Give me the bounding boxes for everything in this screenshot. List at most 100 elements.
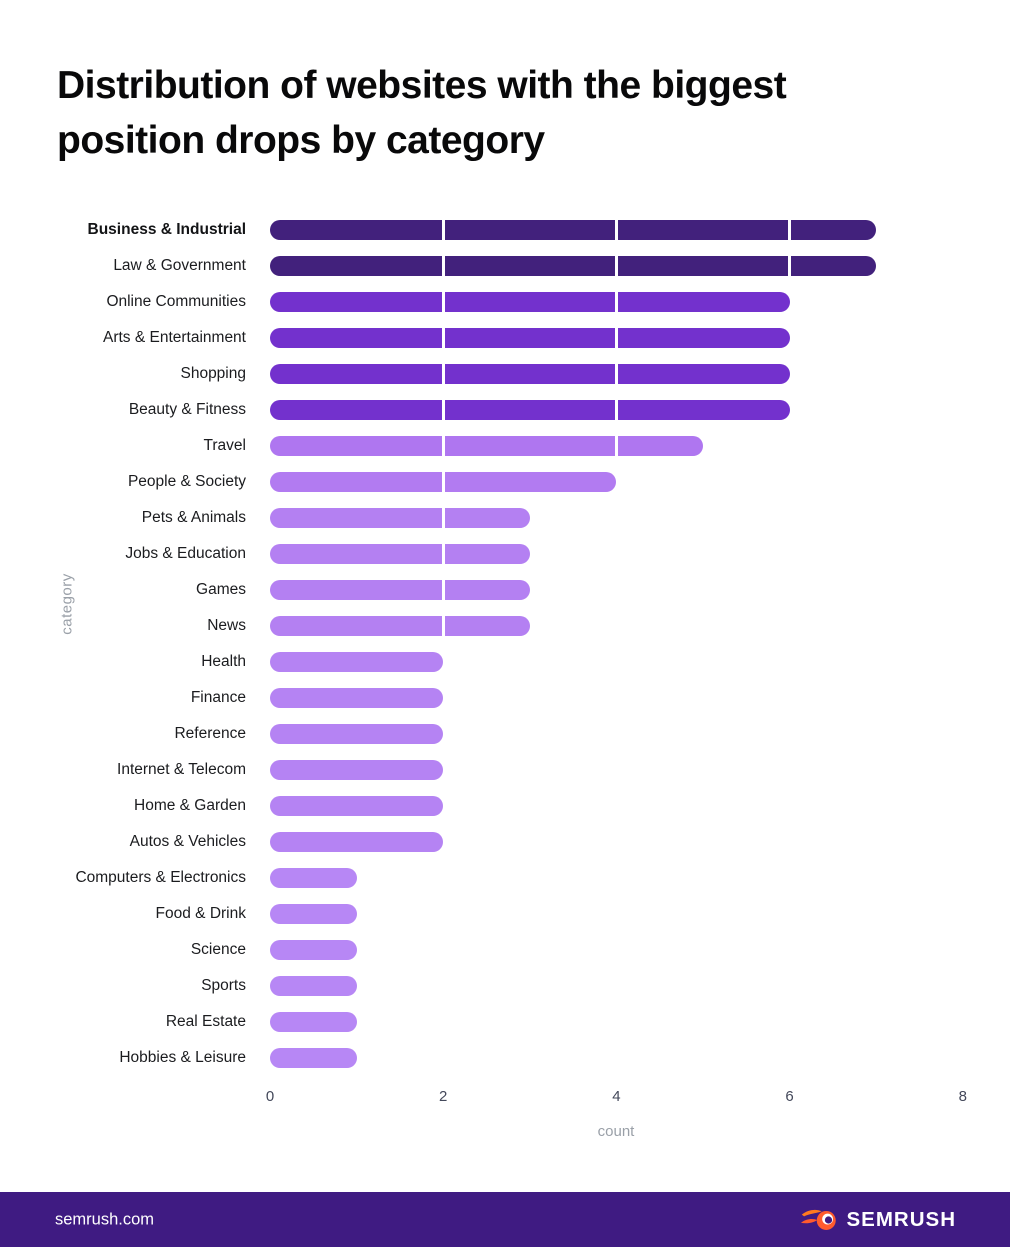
- category-row: Business & Industrial: [0, 220, 1010, 240]
- bar: [270, 976, 357, 996]
- bar-segment-divider: [614, 400, 618, 420]
- category-label: Games: [196, 581, 246, 598]
- category-label: Food & Drink: [155, 905, 246, 922]
- x-axis-tick-label: 4: [612, 1088, 621, 1105]
- category-label: Beauty & Fitness: [128, 401, 246, 418]
- bar: [270, 868, 357, 888]
- category-label: Home & Garden: [134, 797, 246, 814]
- bar: [270, 652, 444, 672]
- category-label: News: [207, 617, 246, 634]
- category-label: Pets & Animals: [141, 509, 246, 526]
- category-label: Shopping: [180, 365, 246, 382]
- bar-segment-divider: [441, 364, 445, 384]
- category-row: Games: [0, 580, 1010, 600]
- bar: [270, 256, 877, 276]
- bar: [270, 904, 357, 924]
- category-row: Internet & Telecom: [0, 760, 1010, 780]
- category-row: Computers & Electronics: [0, 868, 1010, 888]
- bar: [270, 508, 530, 528]
- category-row: Real Estate: [0, 1012, 1010, 1032]
- bar-segment-divider: [441, 472, 445, 492]
- bar: [270, 616, 530, 636]
- semrush-wordmark: SEMRUSH: [846, 1207, 956, 1231]
- category-label: Business & Industrial: [87, 221, 246, 238]
- bar-segment-divider: [441, 508, 445, 528]
- category-label: Science: [190, 941, 246, 958]
- category-row: Shopping: [0, 364, 1010, 384]
- category-label: People & Society: [127, 473, 246, 490]
- x-axis-tick-label: 0: [265, 1088, 275, 1105]
- bar: [270, 832, 444, 852]
- page-title-line-2: position drops by category: [57, 119, 545, 162]
- bar: [270, 436, 703, 456]
- category-row: Law & Government: [0, 256, 1010, 276]
- category-label: Computers & Electronics: [75, 869, 246, 886]
- category-label: Autos & Vehicles: [129, 833, 246, 850]
- bar-segment-divider: [614, 256, 618, 276]
- bar: [270, 544, 530, 564]
- semrush-flame-icon: [800, 1205, 838, 1235]
- bar-segment-divider: [441, 580, 445, 600]
- category-row: Jobs & Education: [0, 544, 1010, 564]
- bar-segment-divider: [614, 292, 618, 312]
- footer-site-text: semrush.com: [55, 1210, 155, 1228]
- category-row: Food & Drink: [0, 904, 1010, 924]
- category-row: Science: [0, 940, 1010, 960]
- page-title: Distribution of websites with the bigges…: [57, 58, 997, 168]
- category-label: Sports: [201, 977, 246, 994]
- category-label: Internet & Telecom: [117, 761, 246, 778]
- category-row: News: [0, 616, 1010, 636]
- bar: [270, 580, 530, 600]
- category-row: Health: [0, 652, 1010, 672]
- category-label: Health: [201, 653, 246, 670]
- category-label: Arts & Entertainment: [102, 329, 246, 346]
- category-row: Travel: [0, 436, 1010, 456]
- bar: [270, 688, 444, 708]
- category-label: Real Estate: [165, 1013, 246, 1030]
- bar-segment-divider: [614, 328, 618, 348]
- bar-segment-divider: [441, 256, 445, 276]
- bar-segment-divider: [441, 436, 445, 456]
- category-row: Autos & Vehicles: [0, 832, 1010, 852]
- bar-segment-divider: [441, 544, 445, 564]
- bar-segment-divider: [441, 292, 445, 312]
- bar: [270, 400, 790, 420]
- category-label: Law & Government: [113, 257, 246, 274]
- bar: [270, 472, 617, 492]
- bar: [270, 760, 444, 780]
- bar: [270, 1048, 357, 1068]
- category-row: Finance: [0, 688, 1010, 708]
- category-label: Online Communities: [106, 293, 246, 310]
- bar: [270, 724, 444, 744]
- bar-segment-divider: [614, 364, 618, 384]
- x-axis-title: count: [597, 1123, 635, 1140]
- x-axis-tick-label: 6: [785, 1088, 794, 1105]
- bar-segment-divider: [614, 220, 618, 240]
- bar-segment-divider: [441, 400, 445, 420]
- category-row: Hobbies & Leisure: [0, 1048, 1010, 1068]
- category-row: Pets & Animals: [0, 508, 1010, 528]
- category-row: People & Society: [0, 472, 1010, 492]
- category-label: Travel: [203, 437, 247, 454]
- page-title-line-1: Distribution of websites with the bigges…: [57, 64, 787, 107]
- bar: [270, 220, 877, 240]
- footer: semrush.com SEMRUSH: [0, 1192, 1010, 1247]
- bar: [270, 364, 790, 384]
- bar: [270, 1012, 357, 1032]
- category-row: Home & Garden: [0, 796, 1010, 816]
- bar: [270, 796, 444, 816]
- category-label: Finance: [190, 689, 246, 706]
- category-row: Sports: [0, 976, 1010, 996]
- bar-segment-divider: [614, 436, 618, 456]
- category-row: Beauty & Fitness: [0, 400, 1010, 420]
- bar-segment-divider: [441, 220, 445, 240]
- category-row: Arts & Entertainment: [0, 328, 1010, 348]
- bar: [270, 940, 357, 960]
- x-axis-tick-label: 8: [958, 1088, 967, 1105]
- bar: [270, 328, 790, 348]
- category-label: Reference: [174, 725, 246, 742]
- bar-segment-divider: [441, 328, 445, 348]
- bar: [270, 292, 790, 312]
